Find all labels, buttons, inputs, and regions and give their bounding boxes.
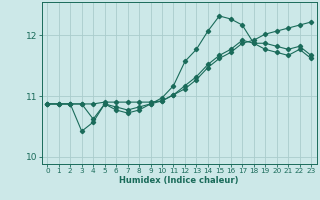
X-axis label: Humidex (Indice chaleur): Humidex (Indice chaleur)	[119, 176, 239, 185]
